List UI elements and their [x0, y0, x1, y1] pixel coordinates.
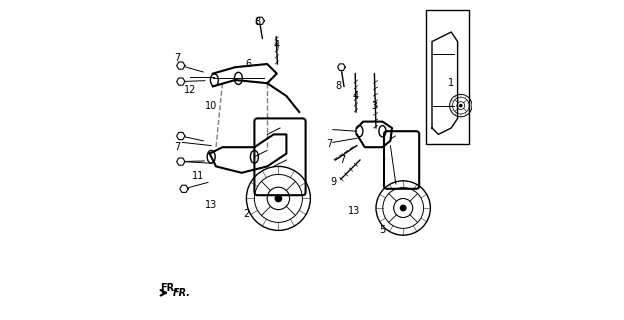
Polygon shape	[177, 132, 185, 140]
Text: 7: 7	[175, 52, 181, 63]
Text: 4: 4	[352, 91, 358, 101]
Circle shape	[401, 205, 406, 211]
Bar	[426, 10, 469, 144]
Text: FR.: FR.	[160, 283, 178, 293]
Text: 7: 7	[175, 142, 181, 152]
Text: 4: 4	[274, 40, 280, 50]
Circle shape	[275, 195, 281, 202]
Text: 10: 10	[205, 100, 217, 111]
Text: 1: 1	[448, 78, 454, 88]
Text: 2: 2	[243, 209, 250, 220]
Text: 12: 12	[184, 84, 197, 95]
Polygon shape	[338, 64, 345, 70]
Text: 9: 9	[331, 177, 337, 188]
Text: 5: 5	[379, 225, 386, 236]
Text: 3: 3	[371, 100, 378, 111]
Text: 8: 8	[335, 81, 341, 92]
Polygon shape	[177, 78, 185, 85]
Text: 6: 6	[245, 59, 251, 69]
Text: FR.: FR.	[173, 288, 191, 298]
Polygon shape	[180, 185, 188, 192]
Text: 7: 7	[326, 139, 333, 149]
Text: 13: 13	[205, 200, 217, 210]
Text: 13: 13	[348, 206, 359, 216]
Polygon shape	[256, 17, 265, 24]
Text: 8: 8	[255, 17, 261, 28]
Polygon shape	[177, 62, 185, 69]
Polygon shape	[177, 158, 185, 165]
Text: 7: 7	[339, 155, 346, 165]
Circle shape	[460, 104, 462, 107]
Text: 11: 11	[192, 171, 205, 181]
